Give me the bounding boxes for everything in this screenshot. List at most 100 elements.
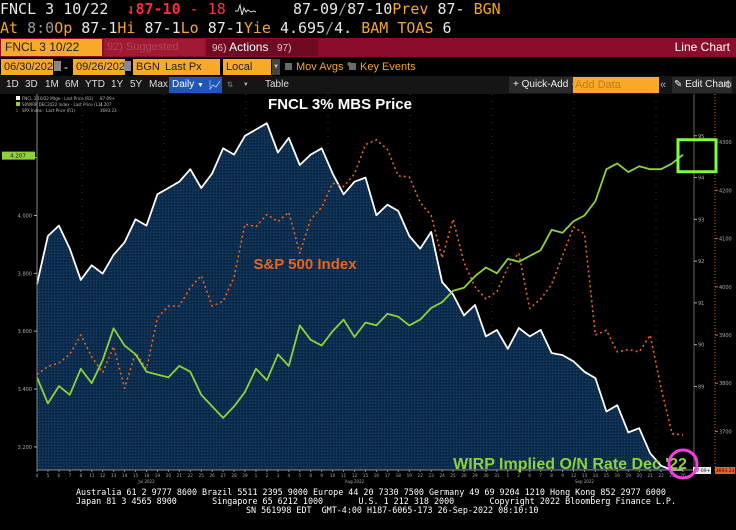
- pricing-source: BGN: [473, 0, 501, 18]
- high-value: 87-1: [144, 19, 181, 37]
- source-field[interactable]: BGN: [133, 59, 163, 75]
- legend-value: 87-09+: [100, 96, 115, 101]
- sparkline-icon: [234, 2, 257, 17]
- left-axis-tick-label: 3.800: [18, 271, 32, 277]
- x-axis-tick-label: 22: [658, 473, 664, 478]
- x-axis-tick-label: 15: [363, 473, 369, 478]
- range-1d[interactable]: 1D: [6, 79, 19, 90]
- yield-label: Yie: [243, 19, 271, 37]
- x-axis-tick-label: 6: [58, 473, 61, 478]
- x-axis-tick-label: 3: [277, 473, 280, 478]
- x-axis-tick-label: 14: [122, 473, 128, 478]
- candlestick-icon[interactable]: ⇅: [227, 79, 234, 90]
- range-max[interactable]: Max: [149, 79, 168, 90]
- spx-last-value-label: 3693.23: [716, 468, 735, 474]
- edit-chart-button[interactable]: ✎ Edit Chart: [672, 77, 732, 93]
- function-menu-bar: FNCL 3 10/22 Mtge 92) Suggested Charts 9…: [0, 38, 736, 72]
- mov-avgs-toggle[interactable]: Mov Avgs ✎: [285, 59, 356, 75]
- x-axis-tick-label: 19: [155, 473, 161, 478]
- range-6m[interactable]: 6M: [65, 79, 79, 90]
- x-axis-tick-label: 8: [550, 473, 553, 478]
- quick-add-label: + Quick-Add: [513, 79, 569, 90]
- x-axis-tick-label: 18: [144, 473, 150, 478]
- x-axis-tick-label: 5: [298, 473, 301, 478]
- legend: FNCL 3 10/22 Mtge - Last Price (R2) 87-09…: [16, 96, 117, 113]
- footer-line-1: Australia 61 2 9777 8600 Brazil 5511 239…: [76, 487, 666, 497]
- prev-value: 87-: [437, 0, 465, 18]
- x-axis-tick-label: 13: [582, 473, 588, 478]
- quote-header-line2: At 8:0Op 87-1Hi 87-1Lo 87-1Yie 4.695/4. …: [0, 19, 736, 38]
- key-events-label: Key Events: [360, 61, 416, 73]
- calendar-icon[interactable]: [54, 61, 61, 71]
- x-axis-tick-label: 24: [439, 473, 445, 478]
- axes: 4.2004.0003.8003.6003.4003.2004.20795949…: [2, 94, 735, 484]
- add-data-input[interactable]: Add Data: [573, 77, 659, 93]
- legend-label: FNCL 3 10/22 Mtge - Last Price (R2): [22, 96, 94, 101]
- range-3d[interactable]: 3D: [25, 79, 38, 90]
- calendar-icon[interactable]: [124, 61, 131, 71]
- checkbox-icon: [285, 63, 292, 70]
- bam-toas-label: BAM TOAS: [361, 19, 434, 37]
- pencil-icon: ✎: [674, 79, 683, 90]
- table-button[interactable]: Table: [265, 79, 289, 90]
- bam-toas-value: 6: [442, 19, 452, 37]
- left-axis-tick-label: 3.400: [18, 387, 32, 393]
- x-axis-tick-label: 12: [352, 473, 358, 478]
- date-separator: -: [64, 60, 68, 74]
- legend-value: 4.207: [100, 102, 112, 107]
- x-axis-tick-label: 26: [680, 473, 686, 478]
- mbs-axis-tick-label: 91: [698, 301, 704, 307]
- field-selector[interactable]: Last Px: [162, 59, 220, 75]
- mbs-axis-tick-label: 93: [698, 217, 704, 223]
- x-axis-tick-label: 16: [615, 473, 621, 478]
- x-axis-month-label: Aug 2022: [345, 479, 365, 484]
- start-date-field[interactable]: 06/30/2022: [1, 59, 59, 75]
- security-field[interactable]: FNCL 3 10/22 Mtge: [1, 39, 102, 71]
- x-axis-tick-label: 7: [539, 473, 542, 478]
- ask-price: 87-10: [347, 0, 393, 18]
- chevron-down-icon[interactable]: ▼: [244, 81, 248, 88]
- actions-label: Actions: [229, 40, 269, 54]
- x-axis-tick-label: 25: [199, 473, 205, 478]
- actions-menu[interactable]: 96) Actions ▼: [207, 39, 275, 71]
- x-axis-month-label: Sep 2022: [575, 479, 594, 484]
- left-last-value-label: 4.207: [10, 154, 26, 160]
- price-arrow: ⇃: [126, 0, 136, 18]
- quick-add-button[interactable]: + Quick-Add ▼: [509, 77, 582, 93]
- key-events-toggle[interactable]: Key Events: [349, 59, 416, 75]
- currency-selector[interactable]: Local CCY: [223, 59, 271, 89]
- series-lines: [36, 122, 684, 471]
- mbs-axis-tick-label: 95: [698, 134, 704, 140]
- edit-menu[interactable]: 97) Edit ▼: [272, 39, 318, 72]
- yield-sep: /: [325, 19, 335, 37]
- x-axis-tick-label: 2: [517, 473, 520, 478]
- legend-swatch: [16, 96, 20, 100]
- range-1y[interactable]: 1Y: [111, 79, 124, 90]
- range-ytd[interactable]: YTD: [85, 79, 105, 90]
- left-last-value-badge: [2, 151, 35, 160]
- at-label: At: [0, 19, 19, 37]
- end-date-field[interactable]: 09/26/2022: [73, 59, 131, 75]
- range-1m[interactable]: 1M: [45, 79, 59, 90]
- collapse-icon[interactable]: «: [660, 79, 667, 91]
- x-axis-tick-label: 26: [210, 473, 216, 478]
- x-axis-tick-label: 1: [506, 473, 509, 478]
- range-toolbar: 1D 3D 1M 6M YTD 1Y 5Y Max Daily ▼ ⇅ ▼ Ta…: [0, 76, 736, 94]
- range-5y[interactable]: 5Y: [130, 79, 143, 90]
- x-axis-tick-label: 29: [242, 473, 248, 478]
- x-axis-tick-label: 20: [637, 473, 643, 478]
- gear-icon[interactable]: ⚙: [725, 78, 732, 91]
- mbs-last-value-badge: [693, 467, 711, 474]
- net-change: 18: [207, 0, 226, 18]
- x-axis-tick-label: 6: [528, 473, 531, 478]
- line-chart-icon[interactable]: [208, 77, 222, 93]
- mbs-axis-tick-label: 92: [698, 259, 704, 265]
- suggested-charts-button[interactable]: 92) Suggested Charts: [104, 39, 205, 70]
- chevron-down-icon[interactable]: ▼: [272, 59, 280, 75]
- security-name[interactable]: FNCL 3 10/22: [0, 0, 109, 18]
- annotations: FNCL 3% MBS Price S&P 500 Index WIRP Impli…: [253, 96, 718, 480]
- annotation-wirp: WIRP Implied O/N Rate Dec '22: [453, 456, 687, 473]
- frequency-selector[interactable]: Daily ▼: [169, 77, 208, 93]
- left-axis-tick-label: 4.000: [18, 213, 32, 219]
- quote-header-line1: FNCL 3 10/22 ⇃87-10 - 18 87-09/87-10Prev…: [0, 0, 736, 19]
